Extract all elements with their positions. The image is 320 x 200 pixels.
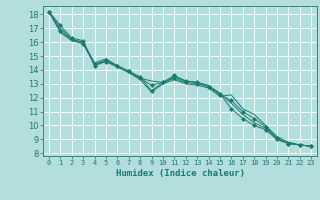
X-axis label: Humidex (Indice chaleur): Humidex (Indice chaleur)	[116, 169, 244, 178]
